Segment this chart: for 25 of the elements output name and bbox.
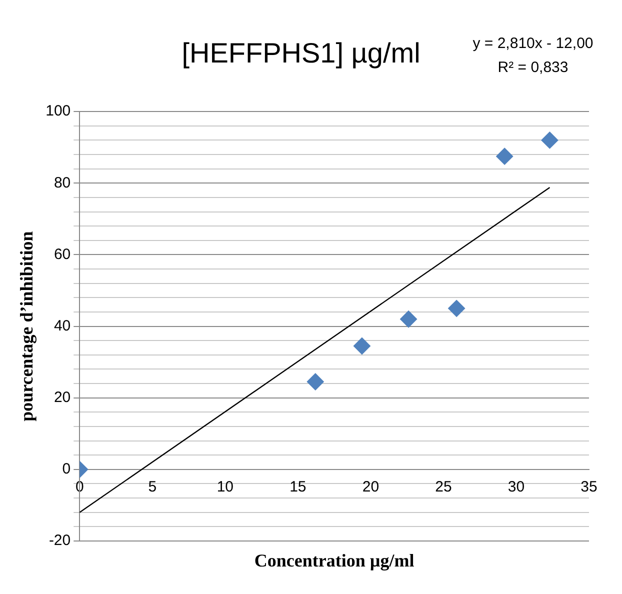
point: [541, 132, 558, 149]
x-tick-label: 25: [435, 478, 452, 496]
y-tick-label: 100: [46, 102, 71, 120]
y-tick-label: 40: [54, 317, 71, 334]
x-tick-label: 35: [580, 478, 598, 496]
point: [496, 148, 514, 165]
y-tick-label: 80: [54, 174, 71, 192]
x-tick-label: 15: [290, 478, 306, 496]
y-axis-title: pourcentage d’inhibition: [16, 231, 36, 422]
y-tick-label: 60: [54, 246, 71, 263]
chart-title: [HEFFPHS1] µg/ml: [182, 38, 420, 69]
y-tick-label: 20: [54, 389, 71, 406]
point: [306, 373, 324, 390]
point: [400, 310, 418, 328]
x-axis-title: Concentration µg/ml: [254, 550, 414, 571]
x-tick-label: 20: [362, 478, 380, 496]
text: R² = 0,833: [498, 59, 568, 76]
y-tick-label: -20: [48, 532, 71, 550]
x-tick-label: 10: [216, 478, 234, 496]
text: y = 2,810x - 12,00: [472, 35, 594, 52]
x-tick-label: 30: [508, 478, 525, 496]
point: [353, 337, 370, 354]
x-tick-label: 5: [148, 478, 157, 496]
y-tick-label: 0: [62, 460, 71, 478]
point: [448, 300, 466, 317]
